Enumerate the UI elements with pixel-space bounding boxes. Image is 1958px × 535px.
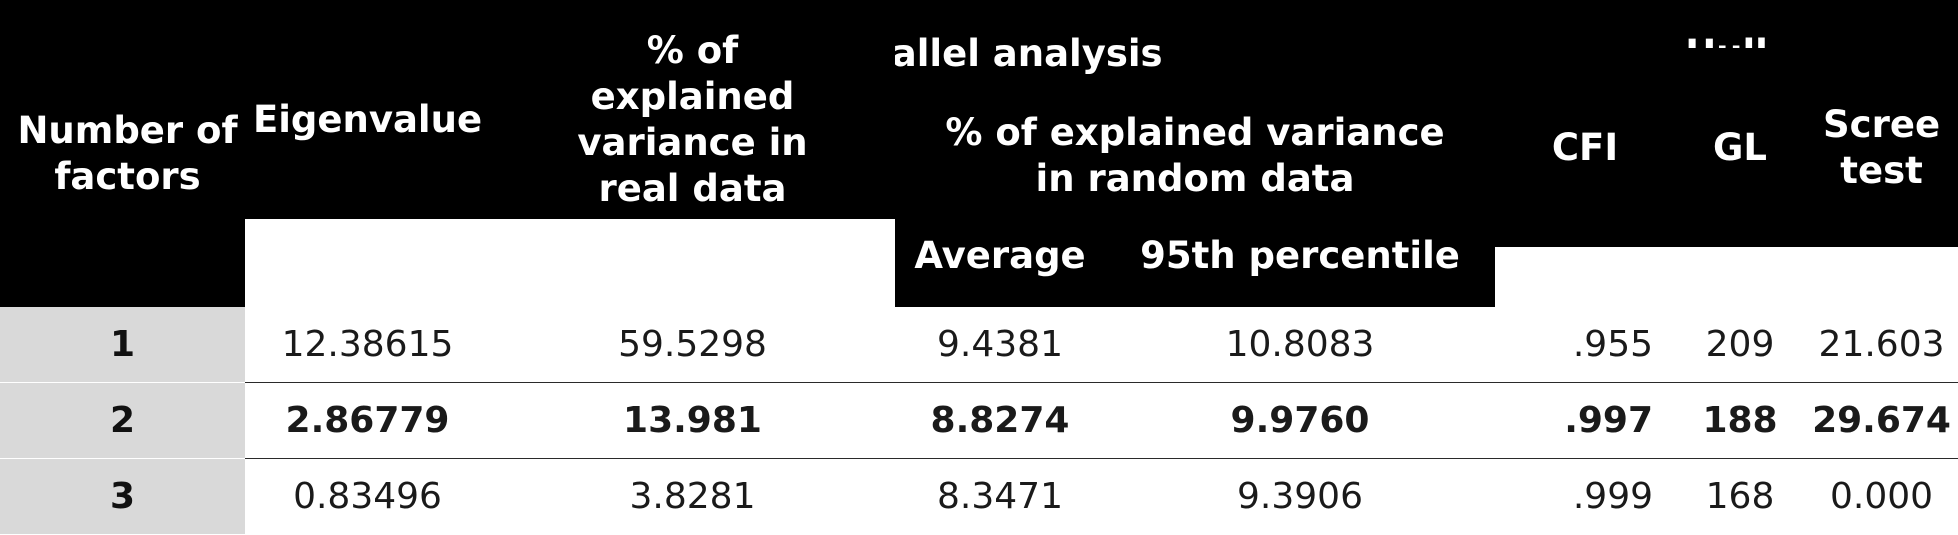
header-gl: GL bbox=[1675, 48, 1806, 247]
cell-cfi: .997 bbox=[1564, 400, 1654, 441]
cell-eigenvalue: 12.38615 bbox=[281, 324, 454, 365]
header-average: Average bbox=[895, 204, 1105, 307]
cell-pct-real: 59.5298 bbox=[618, 324, 767, 365]
cell-gl: 188 bbox=[1702, 400, 1778, 441]
header-eigenvalue: Eigenvalue bbox=[245, 20, 490, 219]
table-row: 1 12.38615 59.5298 9.4381 10.8083 .955 2… bbox=[0, 307, 1958, 383]
header-cfi: CFI bbox=[1495, 48, 1676, 247]
cell-scree-test: 0.000 bbox=[1830, 476, 1934, 518]
header-pct-random: % of explained variance in random data bbox=[895, 108, 1496, 204]
cell-average: 8.8274 bbox=[930, 400, 1070, 441]
cell-gl: 168 bbox=[1705, 476, 1775, 518]
header-scree-test: Scree test bbox=[1805, 48, 1958, 247]
cell-average: 8.3471 bbox=[937, 476, 1063, 518]
cell-gl: 209 bbox=[1705, 324, 1775, 365]
header-95th-percentile: 95th percentile bbox=[1105, 204, 1496, 307]
cell-cfi: .999 bbox=[1572, 476, 1654, 518]
table-row: 3 0.83496 3.8281 8.3471 9.3906 .999 168 … bbox=[0, 458, 1958, 535]
table-row: 2 2.86779 13.981 8.8274 9.9760 .997 188 … bbox=[0, 382, 1958, 459]
header-pct-real: % of explained variance in real data bbox=[490, 20, 895, 219]
cell-pct-real: 13.981 bbox=[623, 400, 762, 441]
table-header: Number of factors Parallel analysis Hull… bbox=[0, 0, 1958, 307]
cell-95th-percentile: 9.9760 bbox=[1230, 400, 1370, 441]
cell-pct-real: 3.8281 bbox=[629, 476, 756, 518]
cell-95th-percentile: 9.3906 bbox=[1237, 476, 1363, 518]
row-factor-count: 3 bbox=[0, 458, 245, 535]
row-factor-count: 2 bbox=[0, 382, 245, 459]
cell-95th-percentile: 10.8083 bbox=[1225, 324, 1375, 365]
cell-eigenvalue: 2.86779 bbox=[285, 400, 450, 441]
table-body: 1 12.38615 59.5298 9.4381 10.8083 .955 2… bbox=[0, 307, 1958, 535]
cell-eigenvalue: 0.83496 bbox=[293, 476, 442, 518]
row-factor-count: 1 bbox=[0, 307, 245, 383]
header-number-of-factors: Number of factors bbox=[0, 0, 245, 307]
cell-cfi: .955 bbox=[1572, 324, 1654, 365]
cell-scree-test: 29.674 bbox=[1812, 400, 1951, 441]
cell-average: 9.4381 bbox=[937, 324, 1063, 365]
cell-scree-test: 21.603 bbox=[1818, 324, 1945, 365]
